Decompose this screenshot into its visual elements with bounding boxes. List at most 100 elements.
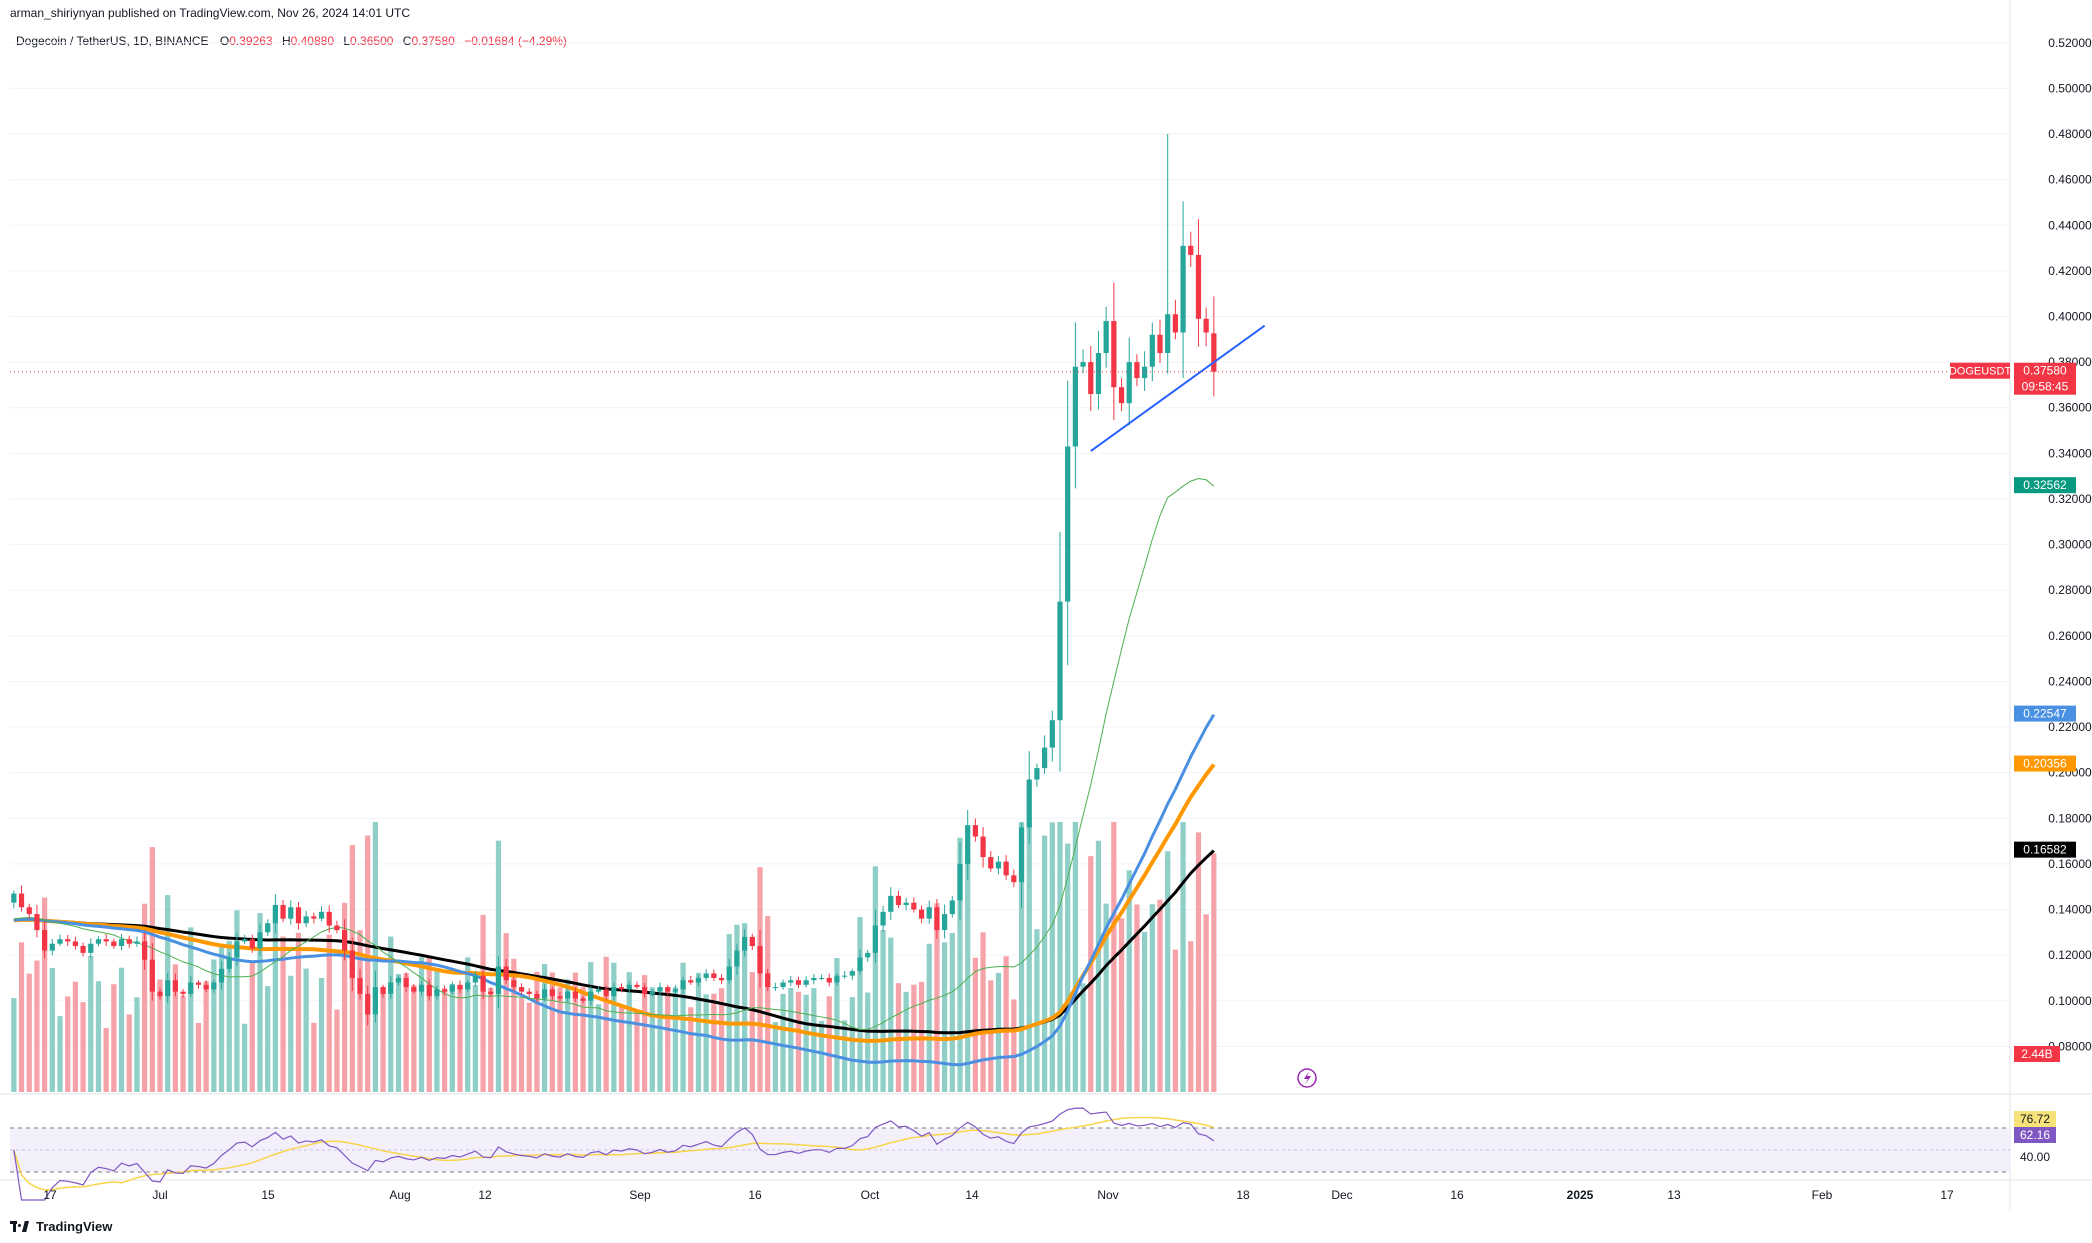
candle-body [757, 946, 763, 974]
volume-bar [272, 916, 278, 1092]
trendline [1090, 324, 1266, 452]
candle-body [726, 966, 732, 981]
volume-bars [11, 822, 1217, 1092]
volume-bar [649, 987, 655, 1092]
candle-body [665, 987, 671, 992]
candle-body [111, 941, 117, 947]
candle-body [95, 939, 102, 944]
candle-body [49, 943, 55, 951]
volume-bar [488, 987, 494, 1092]
symbol-title[interactable]: Dogecoin / TetherUS, 1D, BINANCE [16, 34, 209, 48]
candle-body [1118, 387, 1125, 404]
volume-bar [595, 1004, 602, 1092]
candle-body [103, 939, 109, 942]
candle-body [380, 987, 386, 994]
candle-body [926, 907, 932, 919]
volume-bar [18, 942, 25, 1092]
candle-body [80, 946, 86, 953]
volume-bar [195, 1022, 202, 1092]
volume-bar [818, 1020, 825, 1092]
volume-bar [303, 968, 309, 1092]
candle-body [242, 939, 248, 942]
volume-bar [480, 914, 486, 1092]
candle-body [365, 993, 371, 1015]
candle-body [872, 925, 878, 953]
candle-body [334, 925, 340, 931]
volume-bar [80, 1002, 86, 1092]
price-tick-label: 0.40000 [2048, 310, 2092, 324]
volume-bar [849, 997, 855, 1092]
volume-bar [926, 943, 932, 1092]
candle-body [834, 975, 840, 983]
volume-bar [842, 1020, 848, 1092]
volume-bar [88, 955, 94, 1092]
candle-body [1195, 254, 1202, 319]
candle-body [842, 975, 848, 977]
price-tick-label: 0.46000 [2048, 173, 2092, 187]
tradingview-logo[interactable]: TradingView [10, 1219, 112, 1234]
grid [0, 0, 2092, 1210]
lightning-bolt [1304, 1071, 1311, 1085]
rsi-badge [2014, 1111, 2056, 1127]
volume-bar [280, 936, 286, 1092]
candle-body [542, 989, 548, 999]
tradingview-brand: TradingView [36, 1219, 113, 1234]
volume-badge [2014, 1046, 2060, 1062]
candle-body [1165, 314, 1171, 354]
candle-body [1149, 334, 1155, 367]
volume-bar [1103, 903, 1109, 1092]
volume-bar [1011, 999, 1017, 1092]
volume-bar [134, 997, 140, 1092]
price-badge [2014, 755, 2076, 772]
candle-body [511, 980, 517, 988]
candle-body [265, 923, 271, 933]
volume-bar [1026, 822, 1032, 1092]
candle-body [1065, 446, 1071, 602]
candle-body [649, 991, 655, 994]
high-value: 0.40880 [290, 34, 335, 48]
candle-body [342, 930, 348, 951]
volume-bar [980, 932, 986, 1092]
volume-bar [511, 958, 517, 1092]
volume-bar [780, 993, 786, 1092]
price-badge-value: 0.32562 [2023, 478, 2067, 492]
rsi-ma-line [13, 1116, 1215, 1191]
ma100-line [13, 763, 1216, 1043]
price-tick-label: 0.52000 [2048, 36, 2092, 50]
volume-bar [726, 934, 732, 1092]
volume-bar [411, 985, 417, 1092]
time-tick-label: 17 [1940, 1188, 1954, 1202]
volume-bar [1018, 822, 1025, 1092]
volume-bar [457, 986, 463, 1092]
candle-body [403, 977, 409, 988]
volume-bar [218, 947, 225, 1092]
candle-body [1034, 768, 1040, 780]
volume-bar [157, 979, 163, 1092]
volume-bar [188, 927, 194, 1092]
countdown-value: 09:58:45 [2022, 380, 2069, 394]
price-tick-label: 0.10000 [2048, 994, 2092, 1008]
candle-body [388, 982, 394, 994]
close-value: 0.37580 [411, 34, 455, 48]
price-tick-label: 0.42000 [2048, 264, 2092, 278]
candle-body [426, 984, 432, 997]
candle-body [765, 973, 771, 988]
candle-body [11, 893, 17, 903]
candle-body [1049, 720, 1055, 748]
volume-bar [611, 962, 617, 1092]
volume-bar [34, 960, 40, 1092]
candle-body [1126, 362, 1132, 404]
volume-bar [1049, 822, 1055, 1092]
price-tick-label: 0.14000 [2048, 903, 2092, 917]
volume-bar [342, 902, 348, 1092]
volume-bar [1080, 983, 1086, 1092]
price-tick-label: 0.24000 [2048, 674, 2092, 688]
candle-body [949, 900, 955, 915]
candle-body [1180, 245, 1186, 333]
price-tick-label: 0.36000 [2048, 401, 2092, 415]
volume-bar [1165, 851, 1171, 1092]
time-tick-label: Oct [861, 1188, 880, 1202]
volume-bar [265, 986, 271, 1092]
low-value: 0.36500 [350, 34, 394, 48]
